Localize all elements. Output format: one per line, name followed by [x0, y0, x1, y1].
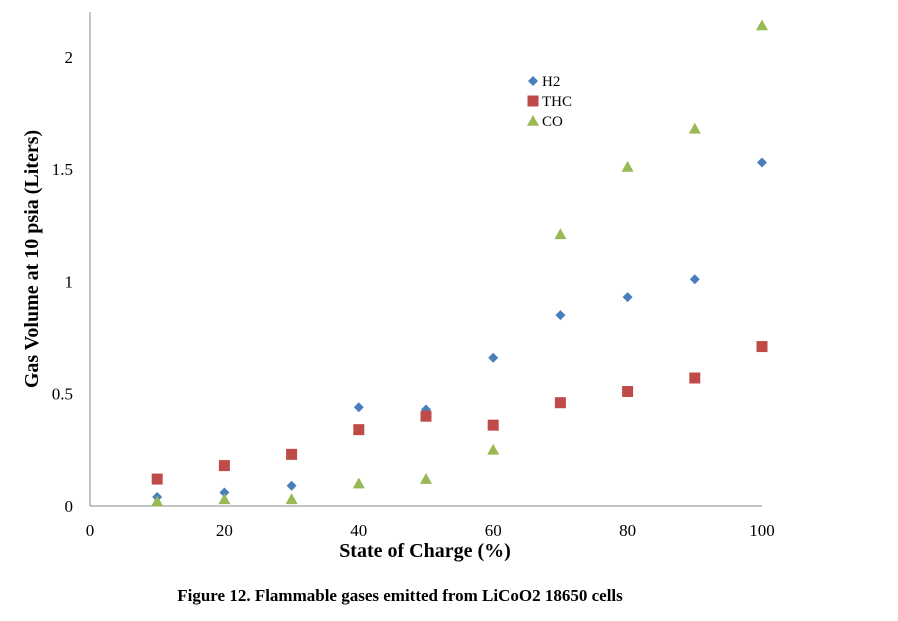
h2-point [757, 157, 767, 168]
x-tick-label: 20 [216, 521, 233, 540]
co-point [218, 493, 231, 505]
legend-thc-label: THC [542, 94, 572, 110]
co-point [621, 160, 634, 172]
thc-point [286, 448, 298, 460]
legend-co-marker [527, 115, 539, 126]
co-point [688, 122, 701, 134]
h2-point [622, 292, 633, 303]
thc-point [622, 385, 634, 397]
co-point [352, 477, 365, 489]
scatter-chart: 0 20 40 60 80 100 0 0.5 1 1.5 2 H2 THC CO State of C… [21, 12, 775, 562]
x-tick-label: 0 [86, 521, 95, 540]
legend-thc-marker [527, 95, 539, 107]
legend-co-label: CO [542, 114, 563, 130]
thc-point [353, 424, 365, 436]
tick-labels: 0 20 40 60 80 100 0 0.5 1 1.5 2 [52, 48, 775, 540]
thc-point [756, 341, 768, 353]
y-tick-label: 1 [65, 272, 74, 291]
h2-point [555, 310, 566, 321]
legend: H2 THC CO [527, 74, 572, 130]
h2-point [286, 480, 297, 491]
axes [89, 12, 762, 507]
x-axis-label: State of Charge (%) [339, 540, 511, 562]
h2-point [353, 402, 364, 413]
thc-point [420, 410, 432, 422]
x-tick-label: 40 [350, 521, 367, 540]
co-point [285, 493, 298, 505]
y-tick-label: 1.5 [52, 160, 73, 179]
co-point [554, 228, 567, 240]
thc-point [151, 473, 163, 485]
y-axis-label: Gas Volume at 10 psia (Liters) [21, 130, 43, 388]
x-tick-label: 60 [485, 521, 502, 540]
figure-caption: Figure 12. Flammable gases emitted from … [177, 586, 623, 605]
h2-point [219, 487, 230, 498]
legend-h2-marker [528, 76, 538, 86]
y-tick-label: 0 [65, 497, 74, 516]
x-tick-label: 100 [749, 521, 775, 540]
co-point [420, 473, 432, 484]
y-tick-label: 0.5 [52, 385, 73, 404]
legend-h2-label: H2 [542, 74, 560, 90]
thc-point [554, 397, 566, 409]
thc-point [487, 419, 499, 431]
data-points [151, 19, 768, 507]
co-point [756, 19, 768, 31]
x-tick-label: 80 [619, 521, 636, 540]
thc-point [689, 372, 701, 384]
y-tick-label: 2 [65, 48, 74, 67]
h2-point [488, 352, 499, 363]
co-point [151, 495, 164, 507]
thc-point [218, 460, 230, 472]
co-point [487, 443, 500, 455]
h2-point [689, 274, 700, 285]
